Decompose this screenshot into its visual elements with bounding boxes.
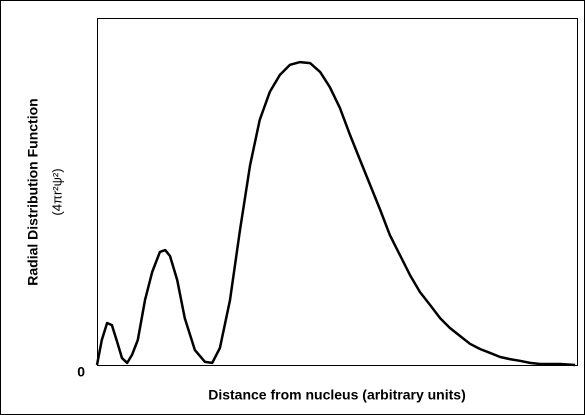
plot-frame [97, 18, 578, 366]
y-axis-sublabel: (4πr²ψ²) [49, 168, 64, 215]
x-axis-label: Distance from nucleus (arbitrary units) [208, 387, 466, 403]
y-tick-label: 0 [77, 364, 85, 380]
data-line [95, 60, 576, 367]
y-axis-label: Radial Distribution Function [25, 98, 41, 285]
